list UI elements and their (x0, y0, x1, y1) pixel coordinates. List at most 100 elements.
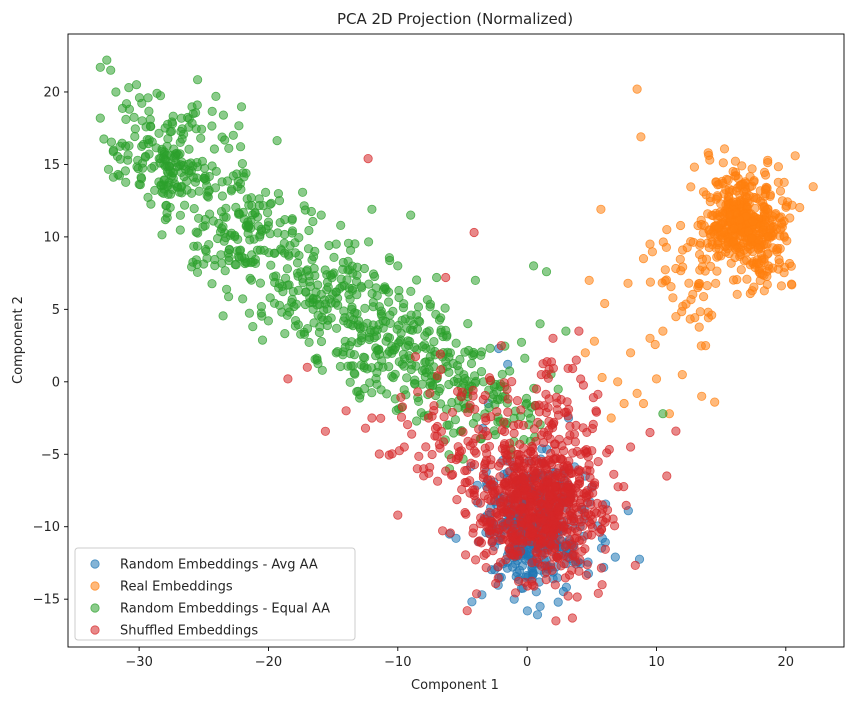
data-point (312, 355, 322, 365)
data-point (124, 83, 134, 93)
data-point (272, 136, 282, 146)
data-point (604, 444, 614, 455)
data-point (432, 421, 442, 432)
data-point (480, 390, 490, 401)
data-point (749, 282, 759, 292)
data-point (597, 372, 607, 383)
data-point (510, 588, 521, 598)
y-tick-label: 20 (43, 85, 60, 100)
data-point (759, 167, 770, 177)
data-point (275, 218, 285, 228)
data-point (502, 563, 512, 573)
data-point (413, 396, 424, 406)
data-point (559, 522, 569, 532)
data-point (304, 225, 314, 236)
data-point (613, 377, 623, 387)
data-point (466, 358, 477, 369)
data-point (747, 164, 757, 174)
data-point (462, 606, 472, 616)
data-point (207, 161, 217, 171)
data-point (309, 263, 319, 274)
data-point (159, 159, 169, 169)
data-point (765, 190, 776, 200)
data-point (509, 490, 519, 501)
data-point (302, 362, 312, 372)
data-point (684, 278, 694, 288)
data-point (503, 407, 513, 417)
data-point (535, 601, 545, 612)
data-point (541, 267, 552, 277)
data-point (290, 321, 300, 331)
data-point (115, 154, 125, 164)
data-point (463, 318, 473, 329)
data-point (301, 287, 311, 297)
data-point (152, 88, 162, 98)
data-point (368, 302, 378, 312)
data-point (143, 192, 153, 202)
data-point (779, 177, 789, 187)
data-point (201, 246, 211, 256)
data-point (625, 348, 636, 358)
data-point (411, 275, 422, 285)
x-tick-label: −30 (125, 655, 152, 670)
data-point (513, 462, 524, 472)
data-point (144, 106, 154, 116)
data-point (512, 449, 522, 460)
data-point (239, 214, 249, 224)
data-point (529, 466, 540, 476)
legend-marker (90, 559, 100, 569)
data-point (548, 333, 558, 343)
data-point (685, 314, 695, 324)
data-point (138, 139, 148, 150)
data-point (196, 133, 206, 143)
data-point (600, 544, 610, 554)
data-point (117, 138, 127, 148)
data-point (382, 389, 392, 399)
data-point (496, 501, 506, 511)
data-point (228, 171, 238, 181)
data-point (440, 325, 451, 335)
data-point (548, 363, 559, 373)
data-point (503, 518, 513, 528)
data-point (411, 416, 422, 426)
data-point (338, 264, 348, 274)
data-point (392, 324, 402, 334)
data-point (179, 172, 189, 182)
data-point (143, 93, 153, 103)
data-point (184, 144, 194, 154)
data-point (297, 187, 308, 197)
data-point (520, 353, 530, 363)
data-point (734, 215, 745, 225)
data-point (440, 303, 450, 313)
data-point (560, 407, 570, 418)
data-point (220, 135, 230, 145)
data-point (728, 275, 739, 285)
data-point (712, 266, 722, 276)
data-point (479, 490, 489, 501)
data-point (700, 266, 710, 276)
legend-entries: Random Embeddings - Avg AA Real Embedding… (90, 558, 330, 639)
data-point (226, 186, 236, 196)
data-point (316, 210, 326, 220)
data-point (147, 137, 157, 147)
data-point (564, 570, 575, 580)
data-point (419, 464, 429, 474)
data-point (189, 241, 199, 251)
data-point (296, 329, 306, 339)
data-point (255, 232, 265, 242)
data-point (481, 562, 491, 573)
data-point (724, 187, 735, 197)
data-point (191, 227, 201, 237)
y-tick-label: 15 (43, 158, 60, 173)
data-point (508, 536, 518, 547)
data-point (271, 271, 281, 281)
data-point (180, 200, 190, 210)
data-point (205, 209, 215, 219)
data-point (541, 464, 551, 474)
data-point (533, 417, 543, 427)
data-point (383, 297, 394, 307)
data-point (753, 243, 763, 253)
data-point (265, 229, 275, 239)
legend: Random Embeddings - Avg AA Real Embedding… (74, 547, 356, 641)
data-point (435, 349, 445, 359)
